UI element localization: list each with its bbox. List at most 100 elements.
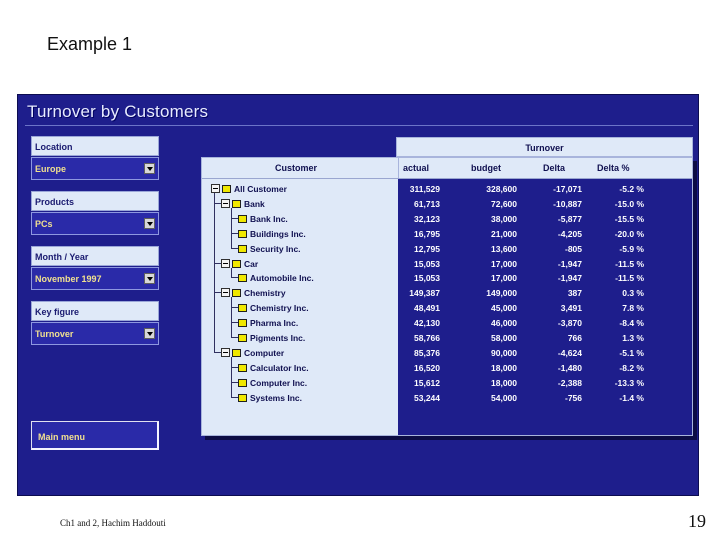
table-cell-budget: 17,000 [491,258,517,269]
node-folder-icon [238,274,247,283]
table-cell-delta-pct: -5.9 % [619,243,644,254]
table-cell-actual: 61,713 [414,198,440,209]
tree-connector [231,356,232,397]
key-figure-dropdown-arrow-icon[interactable] [144,328,155,339]
table-cell-delta-pct: -13.3 % [614,377,644,388]
table-cell-delta-pct: -15.5 % [614,213,644,224]
node-folder-icon [238,363,247,372]
tree-connector [231,337,238,338]
filter-label-month-year: Month / Year [31,246,159,266]
table-cell-actual: 58,766 [414,333,440,343]
table-cell-delta: -3,870 [557,318,582,329]
tree-connector [231,247,238,249]
customer-tree-node[interactable]: Computer Inc. [250,377,308,388]
slide-title: Example 1 [47,34,133,54]
table-cell-budget: 328,600 [486,184,517,194]
filter-label-location: Location [31,136,159,156]
collapse-icon[interactable] [221,258,230,268]
app-screenshot: Turnover by Customers Location Europe Pr… [17,94,699,496]
collapse-icon[interactable] [221,288,230,298]
customer-tree-node[interactable]: Systems Inc. [250,392,302,403]
customer-tree-node[interactable]: Automobile Inc. [250,273,314,284]
table-cell-actual: 85,376 [414,347,440,358]
table-cell-actual: 149,387 [409,288,440,299]
table-cell-delta-pct: 1.3 % [622,333,644,343]
tree-connector [231,217,238,219]
table-cell-actual: 16,520 [414,362,440,373]
node-folder-icon [232,259,241,268]
app-title: Turnover by Customers [27,102,209,121]
node-folder-icon [238,304,247,313]
table-cell-delta-pct: -20.0 % [614,228,644,239]
numbers-panel [398,179,692,435]
tree-connector [231,381,238,383]
table-cell-budget: 90,000 [491,347,517,358]
customer-tree-node[interactable]: Calculator Inc. [250,362,309,373]
products-dropdown-arrow-icon[interactable] [144,218,155,229]
node-folder-icon [238,214,247,223]
table-cell-delta-pct: 7.8 % [622,303,644,314]
table-cell-delta-pct: -15.0 % [614,198,644,209]
table-cell-delta: -4,205 [557,228,582,239]
collapse-icon[interactable] [221,347,230,357]
table-cell-delta-pct: -8.4 % [619,318,644,329]
header-divider [202,178,692,179]
customer-tree-node[interactable]: Pharma Inc. [250,318,299,329]
table-cell-actual: 15,612 [414,377,440,388]
customer-tree-node[interactable]: Chemistry Inc. [250,303,309,314]
column-header-customer: Customer [275,163,318,173]
table-cell-delta: -805 [564,243,582,254]
month-year-dropdown-arrow-icon[interactable] [144,273,155,284]
tree-connector [231,207,232,248]
table-cell-delta: 766 [567,333,582,343]
location-dropdown-arrow-icon[interactable] [144,163,155,174]
customer-tree-node[interactable]: Chemistry [244,288,286,299]
table-cell-delta-pct: -5.1 % [619,347,644,358]
products-value: PCs [35,219,53,229]
collapse-icon[interactable] [211,184,220,193]
customer-tree-node[interactable]: Pigments Inc. [250,333,306,343]
node-folder-icon [238,244,247,253]
table-cell-budget: 38,000 [491,213,517,224]
table-cell-delta-pct: -8.2 % [619,362,644,373]
table-cell-budget: 54,000 [491,392,517,403]
table-cell-delta: 3,491 [560,303,582,314]
table-cell-actual: 311,529 [409,184,440,194]
customer-tree-node[interactable]: Security Inc. [250,243,301,254]
slide-footer: Ch1 and 2, Hachim Haddouti [60,518,166,528]
table-cell-delta: -756 [564,392,582,403]
customer-tree-node[interactable]: All Customer [234,184,287,194]
customer-tree-node[interactable]: Buildings Inc. [250,228,306,239]
tree-connector [214,292,221,294]
table-cell-actual: 42,130 [414,318,440,329]
key-figure-select[interactable]: Turnover [31,322,159,345]
location-select[interactable]: Europe [31,157,159,180]
collapse-icon[interactable] [221,198,230,208]
table-cell-actual: 15,053 [414,258,440,269]
table-cell-delta-pct: -11.5 % [615,273,644,284]
customer-tree-node[interactable]: Bank Inc. [250,213,288,224]
node-folder-icon [238,334,247,342]
table-cell-delta: -1,947 [557,258,582,269]
table-cell-delta-pct: -5.2 % [619,184,644,194]
tree-connector [214,202,221,204]
customer-tree-node[interactable]: Bank [244,198,265,209]
products-select[interactable]: PCs [31,212,159,235]
node-folder-icon [238,229,247,238]
table-cell-delta: -4,624 [557,347,582,358]
column-header-budget: budget [471,163,501,173]
month-year-select[interactable]: November 1997 [31,267,159,290]
node-folder-icon [222,185,231,193]
main-menu-button[interactable]: Main menu [31,421,159,450]
table-cell-budget: 13,600 [491,243,517,254]
table-cell-actual: 32,123 [414,213,440,224]
tree-connector [214,262,221,264]
table-cell-actual: 12,795 [414,243,440,254]
table-cell-delta: 387 [567,288,582,299]
key-figure-value: Turnover [35,329,74,339]
filter-label-key-figure: Key figure [31,301,159,321]
table-cell-delta: -2,388 [557,377,582,388]
customer-tree-node[interactable]: Car [244,258,259,269]
table-cell-actual: 15,053 [414,273,440,284]
customer-tree-node[interactable]: Computer [244,347,285,358]
